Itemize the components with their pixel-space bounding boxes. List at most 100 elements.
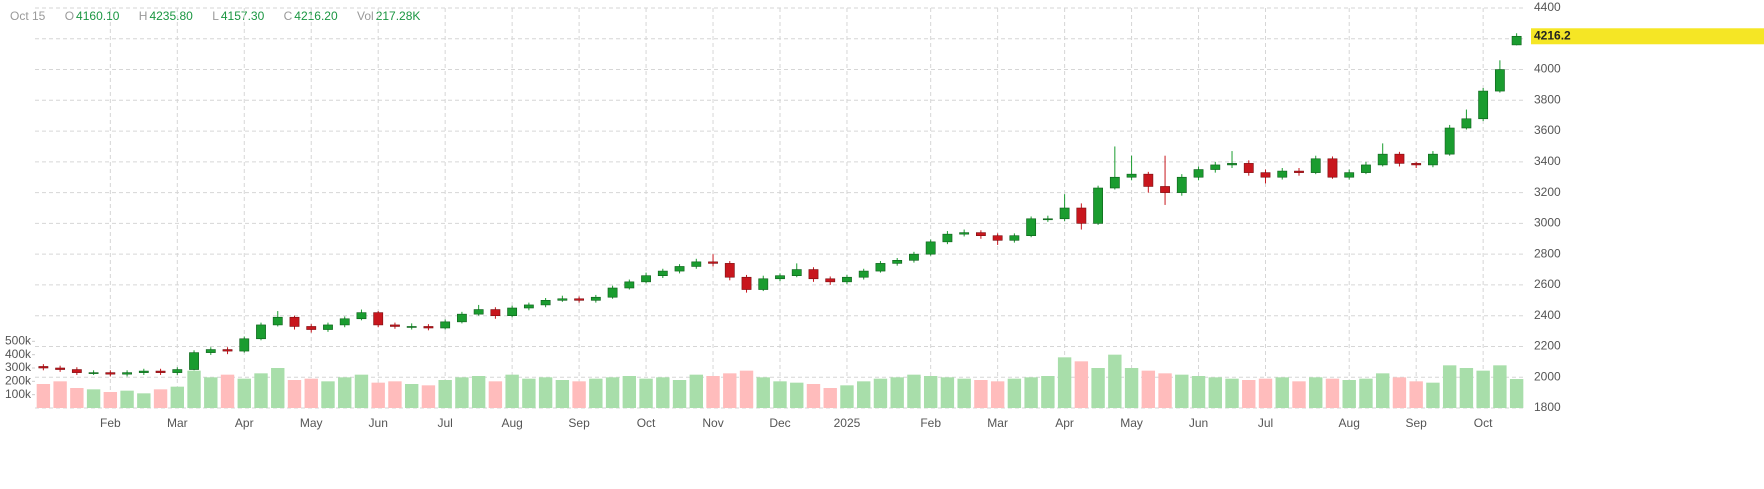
- candle-body: [1444, 127, 1455, 155]
- candle-body: [457, 313, 467, 323]
- volume-tick-label: 200k: [5, 374, 32, 388]
- close-label: C: [283, 9, 293, 23]
- candle-body: [256, 324, 266, 340]
- candle-body: [356, 312, 367, 320]
- candle-body: [1243, 163, 1254, 173]
- candle-body: [858, 270, 869, 278]
- candle-body: [842, 276, 852, 283]
- candle-body: [557, 298, 568, 301]
- volume-bar: [103, 392, 118, 408]
- y-tick-label: 3400: [1534, 154, 1561, 168]
- candle-body: [1344, 172, 1355, 178]
- volume-bar: [120, 390, 134, 408]
- x-tick-label: May: [300, 416, 323, 430]
- y-tick-label: 2800: [1534, 246, 1561, 260]
- x-tick-label: Oct: [637, 416, 656, 430]
- candle-body: [574, 298, 585, 301]
- candle-body: [925, 241, 936, 255]
- x-tick-label: Apr: [1055, 416, 1074, 430]
- volume-bar: [605, 377, 620, 408]
- volume-bar: [957, 378, 971, 408]
- volume-bar: [857, 381, 871, 408]
- volume-bar: [53, 381, 67, 408]
- candle-body: [1377, 153, 1388, 166]
- volume-label: Vol: [357, 9, 374, 23]
- volume-bar: [1476, 370, 1490, 408]
- y-tick-label: 4000: [1534, 62, 1561, 76]
- volume-bar: [237, 378, 251, 408]
- y-tick-label: 1800: [1534, 400, 1561, 414]
- high-value: 4235.80: [149, 9, 193, 23]
- volume-bar: [1493, 365, 1507, 408]
- candle-body: [641, 275, 651, 283]
- candle-body: [892, 260, 903, 264]
- candle-body: [1461, 118, 1472, 129]
- volume-bar: [1091, 368, 1105, 408]
- volume-bar: [723, 373, 737, 408]
- candle-body: [1093, 187, 1103, 224]
- volume-bar: [1074, 361, 1089, 408]
- candle-body: [691, 261, 702, 267]
- candle-body: [71, 369, 82, 373]
- volume-bar: [153, 389, 168, 408]
- candle-body: [155, 370, 166, 373]
- volume-bar: [438, 380, 452, 408]
- candle-body: [975, 232, 986, 236]
- candle-body: [473, 309, 484, 315]
- volume-bar: [572, 381, 586, 408]
- volume-bar: [589, 378, 603, 408]
- volume-bar: [890, 377, 904, 408]
- volume-bar: [1325, 378, 1340, 408]
- low-label: L: [212, 9, 219, 23]
- volume-bar: [354, 374, 369, 408]
- last-price-label: 4216.2: [1534, 28, 1571, 42]
- date: Oct 15: [10, 9, 46, 23]
- candle-body: [272, 316, 283, 326]
- volume-bar: [471, 376, 486, 408]
- volume-bar: [1242, 380, 1256, 408]
- volume-bar: [706, 376, 720, 408]
- volume-bar: [823, 388, 837, 408]
- volume-bar: [873, 378, 888, 408]
- candle-body: [674, 266, 685, 272]
- y-tick-label: 3800: [1534, 92, 1561, 106]
- x-tick-label: Mar: [167, 416, 188, 430]
- volume-bar: [1376, 373, 1390, 408]
- volume-bar: [187, 370, 201, 408]
- candle-body: [1361, 164, 1371, 173]
- y-tick-label: 3000: [1534, 216, 1561, 230]
- x-tick-label: Sep: [568, 416, 590, 430]
- y-tick-label: 3600: [1534, 123, 1561, 137]
- volume-bar: [1057, 357, 1072, 408]
- volume-bar: [421, 385, 436, 408]
- x-tick-label: Nov: [702, 416, 723, 430]
- volume-bar: [639, 378, 653, 408]
- candle-body: [875, 263, 886, 272]
- volume-bar: [689, 374, 703, 408]
- volume-tick-label: 500k: [5, 334, 32, 348]
- candle-body: [1277, 170, 1288, 178]
- candle-body: [624, 281, 635, 289]
- volume-bar: [254, 373, 268, 408]
- volume-tick-label: 400k: [5, 347, 32, 361]
- candle-body: [758, 278, 769, 290]
- y-tick-label: 3200: [1534, 185, 1561, 199]
- x-tick-label: Feb: [920, 416, 941, 430]
- candle-body: [1059, 207, 1070, 220]
- volume-bar: [455, 377, 469, 408]
- volume-bar: [806, 384, 821, 408]
- candle-body: [138, 370, 149, 373]
- candle-body: [172, 369, 183, 373]
- x-tick-label: May: [1120, 416, 1143, 430]
- volume-bar: [1459, 368, 1474, 408]
- candle-body: [306, 326, 317, 330]
- candle-body: [959, 232, 970, 235]
- candle-body: [1294, 170, 1304, 173]
- volume-bar: [1275, 377, 1289, 408]
- high-label: H: [138, 9, 148, 23]
- volume-tick-label: 100k: [5, 387, 32, 401]
- y-tick-label: 2000: [1534, 369, 1561, 383]
- volume-bar: [656, 377, 670, 408]
- volume-bar: [1007, 378, 1022, 408]
